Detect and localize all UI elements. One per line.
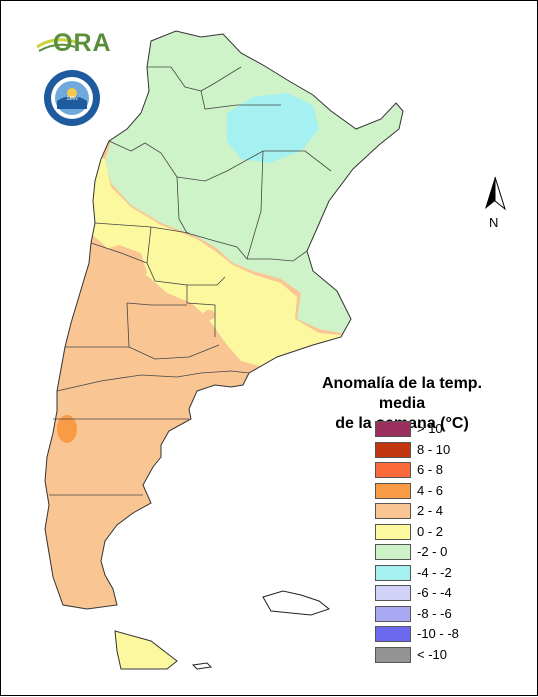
legend-label: > 10: [417, 421, 443, 436]
legend-swatch: [375, 441, 411, 458]
legend-item: 2 - 4: [375, 502, 495, 523]
smn-seal-icon: SMN: [44, 70, 100, 126]
legend-item: 6 - 8: [375, 461, 495, 482]
legend-label: -4 - -2: [417, 564, 452, 580]
province-borders: [49, 66, 332, 496]
legend-label: 4 - 6: [417, 482, 444, 498]
legend-swatch: [375, 544, 411, 560]
legend-item: -8 - -6: [375, 605, 495, 626]
ora-logo-text: ORA: [53, 29, 112, 57]
legend-label: 8 - 10: [417, 441, 451, 457]
legend-label: 0 - 2: [417, 523, 444, 539]
neutral-zone: [81, 151, 351, 367]
legend-label: -2 - 0: [417, 544, 448, 559]
legend-item: -4 - -2: [375, 564, 495, 585]
legend-swatch: [375, 462, 411, 478]
legend-item: > 10: [375, 420, 495, 441]
legend-swatch: [375, 503, 411, 519]
legend-item: 4 - 6: [375, 482, 495, 503]
country-outline: [44, 30, 404, 610]
north-arrow-icon: [485, 176, 506, 211]
legend-label: 6 - 8: [417, 462, 444, 477]
legend-swatch: [375, 421, 411, 437]
legend-label: 2 - 4: [417, 503, 444, 518]
tierra-del-fuego: [114, 630, 178, 670]
malvinas: [262, 590, 331, 616]
legend-title-line1: Anomalía de la temp. media: [321, 375, 483, 412]
legend-swatch: [375, 605, 411, 622]
legend-label: -8 - -6: [417, 605, 452, 621]
legend-item: 8 - 10: [375, 441, 495, 462]
legend-label: < -10: [417, 646, 447, 662]
legend-swatch: [375, 585, 411, 601]
ora-logo-icon: [36, 38, 80, 52]
legend-label: -6 - -4: [417, 585, 452, 600]
hot-zone: [57, 415, 77, 443]
legend-item: -6 - -4: [375, 584, 495, 605]
legend-swatch: [375, 646, 411, 663]
legend-label: -10 - -8: [417, 626, 459, 641]
legend-item: -2 - 0: [375, 543, 495, 564]
legend-swatch: [375, 626, 411, 642]
legend-item: -10 - -8: [375, 625, 495, 646]
north-label: N: [489, 215, 499, 230]
svg-text:SMN: SMN: [66, 96, 78, 102]
legend: > 10 8 - 10 6 - 8 4 - 6 2 - 4 0 - 2 -2 - 0 -4 -…: [375, 420, 495, 666]
legend-swatch: [375, 523, 411, 540]
legend-swatch: [375, 482, 411, 499]
legend-swatch: [375, 564, 411, 581]
legend-item: < -10: [375, 646, 495, 667]
legend-item: 0 - 2: [375, 523, 495, 544]
cold-zone: [227, 93, 319, 163]
